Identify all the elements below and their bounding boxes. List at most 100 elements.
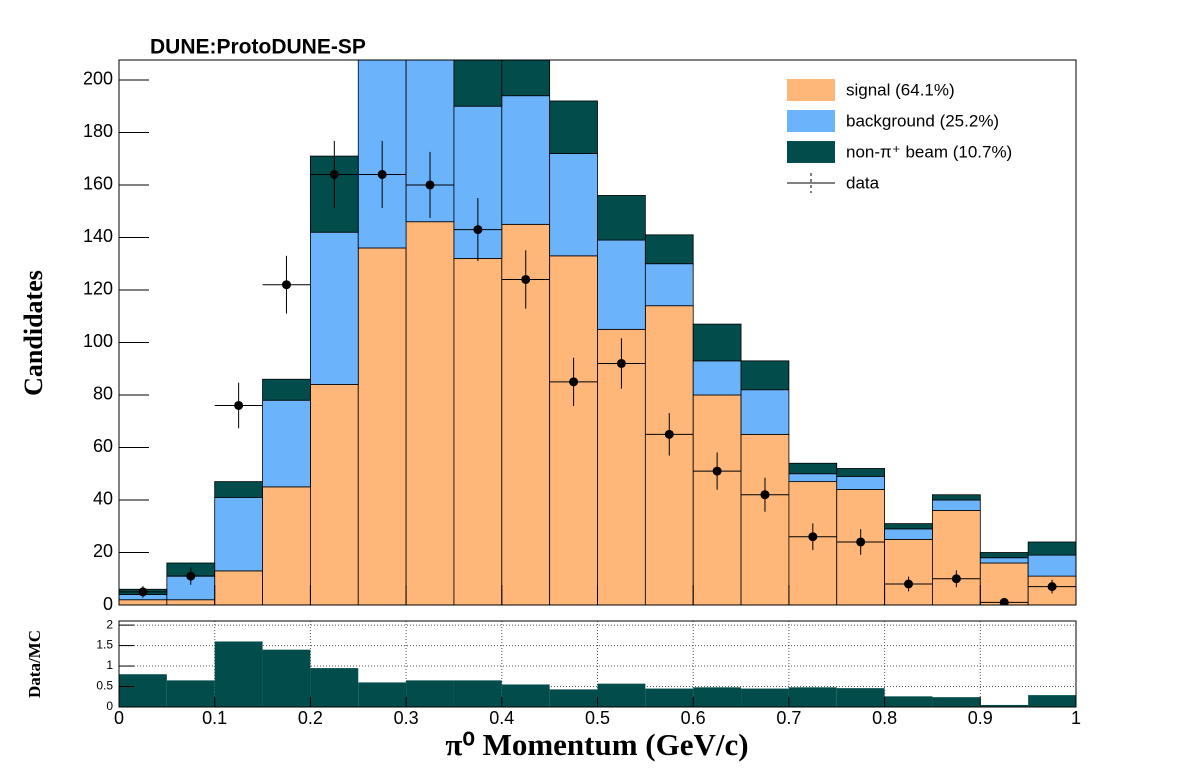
y-tick-label: 180 — [83, 121, 113, 141]
x-tick-label: 1 — [1071, 708, 1081, 728]
bar-segment — [166, 599, 216, 605]
bar-segment — [644, 234, 694, 265]
bar-segment — [262, 399, 311, 488]
bar — [980, 704, 1029, 707]
bar — [453, 680, 502, 707]
bar — [166, 680, 215, 707]
x-tick-label: 0.4 — [489, 708, 514, 728]
ratio-plot — [119, 621, 1076, 707]
x-tick-label: 0.8 — [872, 708, 897, 728]
data-point — [425, 180, 435, 190]
bar-segment — [501, 60, 551, 97]
bar — [214, 641, 263, 707]
bar-segment — [979, 552, 1029, 559]
bar — [741, 688, 789, 707]
bar-segment — [597, 195, 646, 241]
bar-segment — [979, 557, 1029, 564]
bar-segment — [932, 499, 981, 511]
bar-segment — [214, 570, 263, 605]
y-tick-label: 100 — [83, 331, 113, 351]
y-tick-label: 20 — [93, 541, 113, 561]
bar-segment — [549, 153, 598, 257]
legend-label: non-π⁺ beam (10.7%) — [846, 142, 1012, 161]
plot-frame — [118, 620, 1077, 708]
bar-segment — [357, 247, 407, 605]
bar-segment — [788, 473, 838, 483]
bar — [358, 682, 407, 707]
bar-segment — [884, 528, 933, 540]
bar-segment — [692, 360, 742, 396]
legend-swatch — [787, 79, 835, 101]
bar-segment — [405, 60, 455, 223]
bar-segment — [597, 239, 646, 330]
bar-segment — [932, 510, 981, 605]
bar-segment — [740, 433, 790, 605]
y-tick-label: 0 — [103, 594, 113, 614]
data-point — [999, 597, 1009, 605]
y-tick-label: 120 — [83, 279, 113, 299]
x-tick-label: 0.3 — [394, 708, 419, 728]
y-tick-label: 0.5 — [96, 679, 113, 693]
bar — [788, 687, 837, 707]
y-tick-label: 1.5 — [96, 638, 113, 652]
bar-segment — [214, 481, 263, 498]
data-point — [856, 537, 866, 547]
bar-segment — [884, 523, 933, 530]
bar — [597, 683, 646, 707]
bar-segment — [309, 231, 359, 385]
bar-segment — [644, 305, 694, 605]
x-tick-label: 0.1 — [202, 708, 227, 728]
bar-segment — [262, 378, 311, 401]
bar-segment — [119, 599, 168, 605]
bar-segment — [692, 323, 742, 362]
y-tick-label: 0 — [106, 699, 113, 713]
y-axis-label: Data/MC — [25, 630, 44, 698]
y-tick-label: 2 — [106, 617, 113, 631]
data-point — [329, 169, 339, 179]
bar — [310, 668, 359, 707]
bar — [119, 674, 167, 707]
bar-segment — [1027, 554, 1076, 577]
x-tick-label: 0.5 — [585, 708, 610, 728]
bar — [549, 689, 598, 707]
x-tick-label: 0.2 — [298, 708, 323, 728]
bar — [836, 688, 885, 707]
bar-segment — [549, 100, 598, 154]
y-tick-label: 160 — [83, 174, 113, 194]
bar — [645, 688, 694, 707]
bar-segment — [836, 468, 885, 477]
x-tick-label: 0.7 — [776, 708, 801, 728]
data-point — [234, 400, 244, 410]
legend-label: background (25.2%) — [846, 111, 999, 130]
bar-segment — [932, 494, 981, 501]
bar-segment — [453, 258, 503, 605]
main-plot — [119, 60, 1076, 605]
data-point — [521, 274, 531, 284]
bar-segment — [501, 95, 551, 225]
data-point — [473, 225, 483, 235]
data-point — [377, 169, 387, 179]
y-tick-label: 200 — [83, 69, 113, 89]
bar-segment — [788, 462, 838, 475]
x-tick-label: 0 — [114, 708, 124, 728]
bar-segment — [549, 255, 598, 605]
bar — [501, 684, 550, 707]
bar-segment — [1027, 541, 1076, 556]
legend-swatch — [787, 141, 835, 163]
data-point — [138, 587, 148, 597]
y-tick-label: 1 — [106, 658, 113, 672]
bar-segment — [405, 221, 455, 605]
bar-segment — [740, 360, 790, 391]
bar-segment — [214, 496, 263, 572]
bar-segment — [453, 60, 503, 107]
bar-segment — [644, 263, 694, 307]
y-tick-label: 60 — [93, 436, 113, 456]
legend-label: data — [846, 173, 880, 192]
data-point — [951, 574, 961, 584]
x-tick-label: 0.9 — [968, 708, 993, 728]
bar-segment — [836, 475, 885, 490]
data-point — [281, 280, 291, 290]
